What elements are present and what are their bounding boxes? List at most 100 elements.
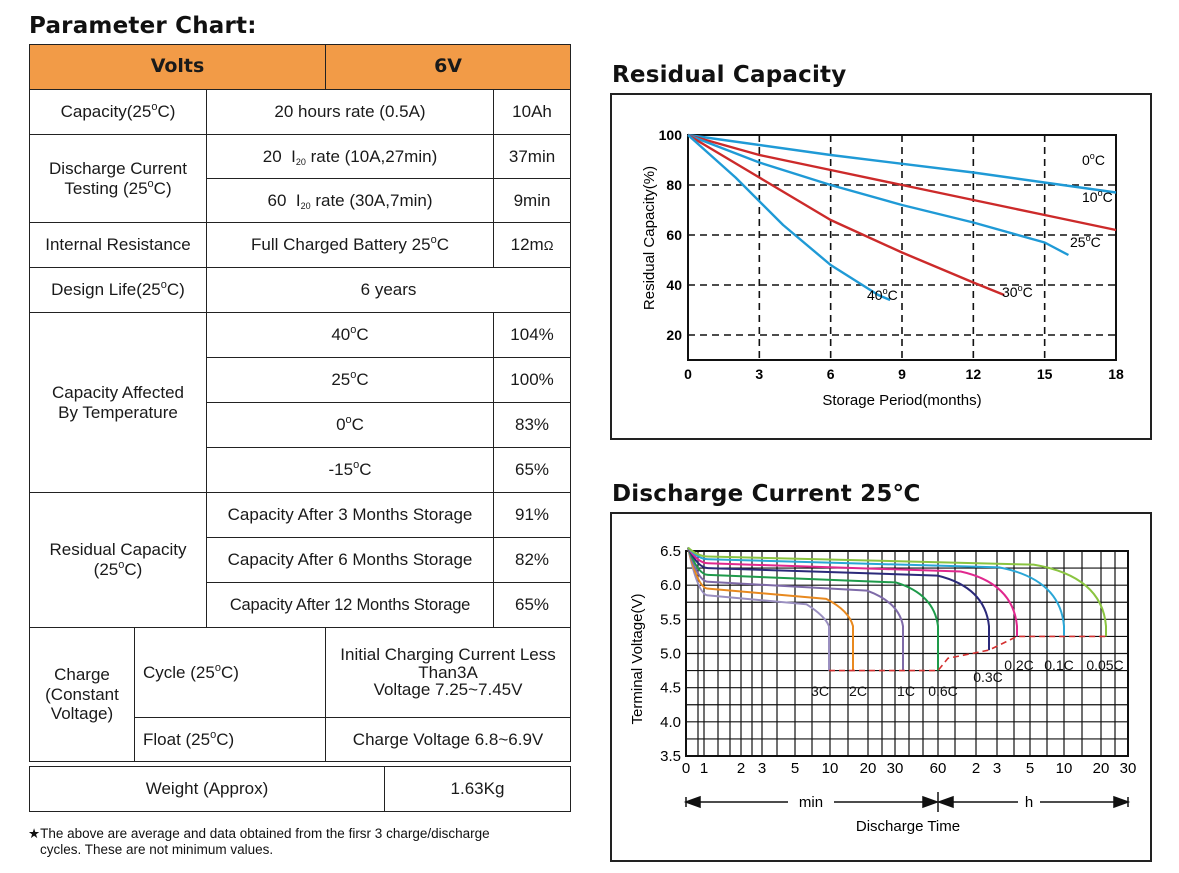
temp-value-minus15: 65% xyxy=(493,447,572,493)
residual-series-line xyxy=(687,133,1070,257)
discharge-rate-20: 20 I20 rate (10A,27min) xyxy=(205,134,495,179)
volts-value: 6V xyxy=(325,44,572,90)
temp-value-40: 104% xyxy=(493,312,572,358)
discharge-x-tick-label: 5 xyxy=(791,760,799,777)
table-row: 60 I20 rate (30A,7min) 9min xyxy=(30,178,572,223)
discharge-series-line xyxy=(687,546,1107,637)
table-row: Discharge Current Testing (25oC) 20 I20 r… xyxy=(29,134,572,223)
residual-x-tick-label: 15 xyxy=(1037,366,1053,382)
residual-y-tick-label: 20 xyxy=(666,327,682,343)
table-row: Capacity After 12 Months Storage 65% xyxy=(30,582,572,628)
internal-resistance-value: 12mΩ xyxy=(493,222,572,268)
discharge-current-label: Discharge Current Testing (25oC) xyxy=(29,134,207,223)
discharge-series-label: 0.3C xyxy=(973,669,1003,685)
internal-resistance-condition: Full Charged Battery 25oC xyxy=(205,222,495,268)
table-row: Capacity Affected By Temperature 40oC 104… xyxy=(29,312,572,493)
discharge-series-label: 0.2C xyxy=(1004,657,1034,673)
weight-table: Weight (Approx) 1.63Kg xyxy=(29,766,571,812)
footnote-line-1: ★The above are average and data obtained… xyxy=(28,826,490,841)
residual-series-line xyxy=(687,133,1005,297)
table-row: Volts 6V xyxy=(28,44,572,90)
residual-value-3m: 91% xyxy=(493,492,572,538)
capacity-label: Capacity(25oC) xyxy=(29,89,207,135)
discharge-x-tick-label: 30 xyxy=(1120,760,1137,777)
residual-series-label: 25oC xyxy=(1070,233,1101,250)
footnote-line-2: cycles. These are not minimum values. xyxy=(40,842,274,857)
discharge-series-line xyxy=(687,547,939,671)
time-unit-min: min xyxy=(799,794,823,811)
design-life-label: Design Life(25oC) xyxy=(29,267,207,313)
residual-series-line xyxy=(687,133,1117,194)
residual-series-label: 40oC xyxy=(867,286,898,303)
volts-label: Volts xyxy=(28,44,327,90)
discharge-series-line xyxy=(687,547,854,671)
residual-y-tick-label: 80 xyxy=(666,177,682,193)
discharge-series-line xyxy=(687,546,1065,637)
capacity-value: 10Ah xyxy=(493,89,572,135)
table-row: Float (25oC) Charge Voltage 6.8~6.9V xyxy=(30,717,572,762)
temp-row-minus15: -15oC xyxy=(205,447,495,493)
temp-value-25: 100% xyxy=(493,357,572,403)
discharge-current-chart: 3.54.04.55.05.56.06.50 1 2 3 5 10 20 30 60 2 3 5 10 2… xyxy=(629,543,1137,835)
discharge-x-tick-label: 3 xyxy=(993,760,1001,777)
charge-float-label: Float (25oC) xyxy=(133,717,327,762)
discharge-x-tick-label: 0 xyxy=(682,760,690,777)
table-row: Design Life(25oC) 6 years xyxy=(29,267,572,313)
residual-capacity-title: Residual Capacity xyxy=(612,62,847,88)
temp-value-0: 83% xyxy=(493,402,572,448)
residual-row-6m: Capacity After 6 Months Storage xyxy=(205,537,495,583)
residual-x-tick-label: 18 xyxy=(1108,366,1124,382)
discharge-x-tick-label: 3 xyxy=(758,760,766,777)
discharge-value-60: 9min xyxy=(493,178,572,223)
residual-capacity-chart-frame: 0 3 6 9 12 15 18 20 40 60 80 100 0oC 10oC 25oC 30oC 40o… xyxy=(610,93,1152,440)
footnote: ★The above are average and data obtained… xyxy=(28,826,588,858)
discharge-value-20: 37min xyxy=(493,134,572,179)
discharge-x-tick-label: 5 xyxy=(1026,760,1034,777)
discharge-y-tick-label: 5.5 xyxy=(660,611,681,628)
discharge-x-tick-label: 10 xyxy=(822,760,839,777)
charge-label: Charge (Constant Voltage) xyxy=(29,627,135,762)
table-row: Residual Capacity (25oC) Capacity After 3… xyxy=(29,492,572,628)
residual-y-tick-label: 100 xyxy=(659,127,683,143)
discharge-series-label: 1C xyxy=(897,683,915,699)
discharge-y-axis-label: Terminal Voltage(V) xyxy=(629,594,646,725)
discharge-series-label: 2C xyxy=(849,683,867,699)
discharge-series-line xyxy=(687,547,1018,637)
discharge-y-tick-label: 3.5 xyxy=(660,748,681,765)
charge-cycle-label: Cycle (25oC) xyxy=(133,627,327,718)
table-row: Internal Resistance Full Charged Battery… xyxy=(29,222,572,268)
residual-x-tick-label: 3 xyxy=(755,366,763,382)
weight-value: 1.63Kg xyxy=(384,766,571,812)
residual-y-tick-label: 40 xyxy=(666,277,682,293)
discharge-series-line xyxy=(687,547,990,651)
residual-row-3m: Capacity After 3 Months Storage xyxy=(205,492,495,538)
charge-cycle-value: Initial Charging Current Less Than3A Volta… xyxy=(325,627,572,718)
residual-x-tick-label: 12 xyxy=(966,366,982,382)
cutoff-voltage-line xyxy=(829,635,1106,672)
discharge-y-tick-label: 4.5 xyxy=(660,680,681,697)
discharge-x-tick-label: 30 xyxy=(887,760,904,777)
residual-series-label: 10oC xyxy=(1082,188,1113,205)
charge-float-value: Charge Voltage 6.8~6.9V xyxy=(325,717,572,762)
table-row: Capacity After 6 Months Storage 82% xyxy=(30,537,572,583)
discharge-series-line xyxy=(687,547,904,671)
discharge-series-label: 0.6C xyxy=(928,683,958,699)
residual-value-12m: 65% xyxy=(493,582,572,628)
time-unit-arrows xyxy=(683,792,1131,812)
table-row: Charge (Constant Voltage) Cycle (25oC) Ini… xyxy=(29,627,572,762)
design-life-value: 6 years xyxy=(205,267,572,313)
residual-x-tick-label: 9 xyxy=(898,366,906,382)
discharge-x-tick-label: 10 xyxy=(1056,760,1073,777)
table-row: Weight (Approx) 1.63Kg xyxy=(29,766,571,812)
discharge-y-tick-label: 5.0 xyxy=(660,646,681,663)
discharge-series-label: 3C xyxy=(811,683,829,699)
discharge-series-label: 0.1C xyxy=(1044,657,1074,673)
residual-series-label: 30oC xyxy=(1002,283,1033,300)
time-unit-h: h xyxy=(1025,794,1033,811)
residual-y-axis-label: Residual Capacity(%) xyxy=(641,166,658,310)
discharge-series-label: 0.05C xyxy=(1086,657,1123,673)
capacity-temperature-label: Capacity Affected By Temperature xyxy=(29,312,207,493)
discharge-y-tick-label: 4.0 xyxy=(660,714,681,731)
discharge-x-tick-label: 20 xyxy=(1093,760,1110,777)
discharge-chart-frame: 3.5 4.0 4.5 5.0 5.5 6.0 6.5 0 1 2 3 5 10 20 30 60 2 3 5 10 2… xyxy=(610,512,1152,862)
